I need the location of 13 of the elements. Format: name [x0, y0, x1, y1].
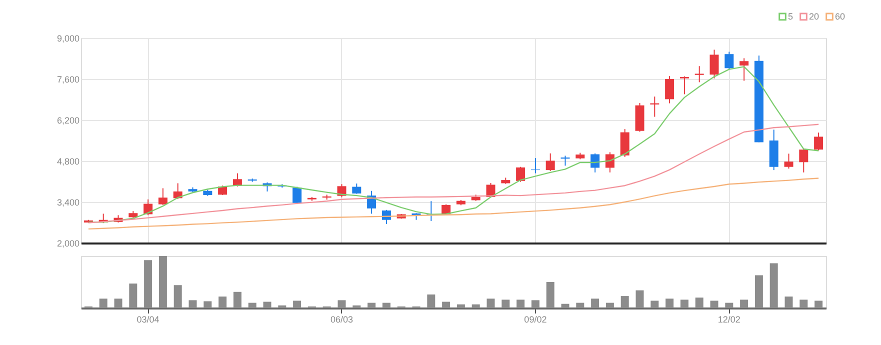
y-tick-label: 9,000	[56, 34, 80, 44]
legend-label: 60	[835, 12, 846, 22]
x-tick-label: 12/02	[718, 314, 740, 324]
x-tick-label: 09/02	[524, 314, 547, 324]
x-tick-label: 03/04	[136, 314, 160, 324]
legend-label: 5	[788, 12, 794, 22]
y-tick-label: 7,600	[56, 74, 80, 84]
y-tick-label: 6,200	[56, 116, 80, 126]
y-tick-label: 4,800	[56, 156, 80, 166]
legend-label: 20	[809, 12, 820, 22]
x-tick-label: 06/03	[330, 314, 354, 324]
y-tick-label: 2,000	[56, 238, 80, 248]
y-tick-label: 3,400	[56, 198, 80, 208]
